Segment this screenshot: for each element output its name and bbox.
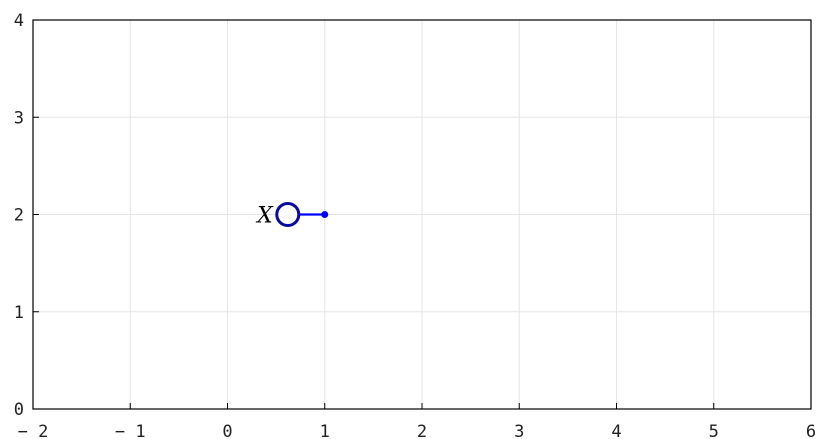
y-tick-label: 2 [14, 206, 24, 226]
x-tick-label: 6 [806, 422, 816, 439]
y-tick-label: 0 [14, 400, 24, 420]
x-tick-label: 3 [514, 422, 524, 439]
x-tick-label: 5 [709, 422, 719, 439]
x-tick-label: 1 [320, 422, 330, 439]
y-tick-label: 3 [14, 108, 24, 128]
y-tick-label: 1 [14, 303, 24, 323]
axis-ticks [32, 19, 812, 410]
point-x-label: X [255, 204, 274, 229]
y-tick-label: 4 [14, 11, 24, 31]
x-tick-label: 2 [417, 422, 427, 439]
x-tick-label: 4 [611, 422, 621, 439]
axis-tick-labels: − 2 − 1 0 1 2 3 4 5 6 0 1 2 3 4 [14, 11, 816, 439]
x-tick-label: − 1 [115, 422, 146, 439]
point-handle-dot[interactable] [321, 211, 329, 218]
grid-lines [32, 19, 812, 410]
figure-marks: X [255, 202, 329, 229]
x-tick-label: − 2 [18, 422, 49, 439]
point-x-marker[interactable] [275, 202, 301, 227]
x-tick-label: 0 [222, 422, 232, 439]
